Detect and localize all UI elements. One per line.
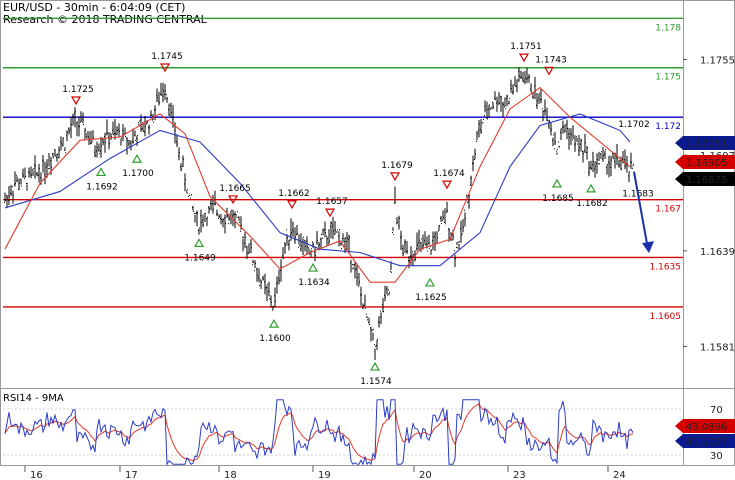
pivot-high-label: 1.1665 [219,184,251,194]
pivot-high-label: 1.1751 [510,42,542,52]
pivot-high-label: 1.1674 [433,169,465,179]
pivot-high-label: 1.1743 [535,55,567,65]
rsi-line [4,399,634,466]
rsi-tick-label: 70 [710,405,723,416]
pivot-high-marker [441,180,453,190]
rsi-badge [675,419,735,433]
price-badge [675,136,735,150]
rsi-badge-label: 41.1007 [686,437,727,448]
x-tick-label: 20 [419,470,432,480]
x-tick-label: 24 [613,470,626,480]
copyright-note: Research © 2018 TRADING CENTRAL [3,13,207,26]
level-label: 1.178 [655,23,681,33]
pivot-high-label: 1.1725 [62,85,94,95]
level-label: 1.167 [655,205,681,215]
pivot-low-marker [268,318,280,328]
pivot-low-label: 1.1692 [86,182,118,192]
pivot-low-label: 1.1634 [298,278,330,288]
pivot-low-marker [369,361,381,371]
level-label: 1.1605 [650,312,682,322]
rsi-badge-label: 43.0896 [686,422,727,433]
y-tick-label: 1.1639 [700,247,735,258]
pivot-high-marker [543,66,555,76]
pivot-low-label: 1.1685 [542,194,574,204]
moving-average-red [4,86,631,283]
level-label: 1.172 [655,122,681,132]
pivot-low-marker [193,238,205,247]
chart-frame [0,0,735,466]
price-badge [675,155,735,169]
price-badge-label: 1.17051 [686,139,727,150]
pivot-high-marker [159,63,171,73]
x-tick-label: 19 [318,470,331,480]
x-tick-label: 17 [125,470,138,480]
pivot-low-label: 1.1625 [415,293,447,303]
y-tick-label: 1.1581 [700,343,735,354]
pivot-high-label: 1.1657 [316,197,348,207]
moving-average-blue [4,113,631,267]
pivot-low-label: 1.1682 [576,199,608,209]
pivot-high-marker [227,195,239,205]
pivot-low-label: 1.1574 [360,377,392,387]
rsi-badge [675,434,735,448]
rsi-title: RSI14 - 9MA [3,393,64,404]
pivot-low-marker [551,178,563,188]
price-badge [675,172,735,186]
candles [4,67,634,360]
price-badge-label: 1.16875 [686,175,727,186]
x-tick-label: 16 [30,470,43,480]
pivot-low-marker [95,167,107,177]
pivot-low-label: 1.1700 [122,169,154,179]
pivot-low-label: 1.1649 [184,253,216,263]
price-annotation: 1.1702 [618,120,650,130]
x-tick-label: 23 [513,470,526,480]
forecast-arrowhead [642,241,654,254]
x-tick-label: 18 [224,470,237,480]
pivot-low-label: 1.1600 [259,334,291,344]
pivot-high-marker [324,208,336,218]
level-label: 1.175 [655,73,681,83]
rsi-tick-label: 30 [710,451,723,462]
forecast-arrow [633,171,649,250]
pivot-low-marker [131,154,143,163]
pivot-low-marker [585,183,597,193]
chart-title: EUR/USD - 30min - 6:04:09 (CET) [3,1,186,14]
pivot-high-label: 1.1679 [381,161,413,171]
pivot-high-marker [389,172,401,182]
pivot-high-marker [286,200,298,210]
pivot-high-marker [518,53,530,63]
pivot-high-label: 1.1662 [278,189,310,199]
level-label: 1.1635 [650,262,682,272]
pivot-low-marker [424,277,436,287]
pivot-high-label: 1.1745 [151,52,183,62]
y-tick-label: 1.1755 [700,56,735,67]
price-badge-label: 1.16905 [686,158,727,169]
pivot-high-marker [70,96,82,106]
pivot-low-marker [307,262,319,272]
